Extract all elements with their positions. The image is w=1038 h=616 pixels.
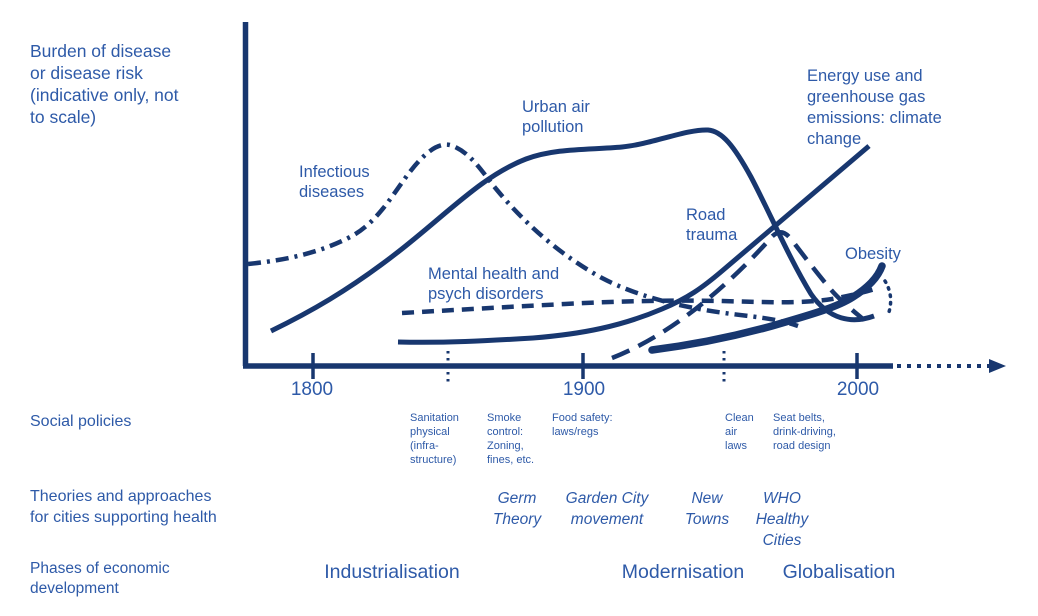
y-axis-label: Burden of disease or disease risk (indic…	[30, 41, 179, 127]
obesity-label: Obesity	[845, 245, 901, 263]
mental-health-label: Mental health and psych disorders	[428, 265, 560, 303]
theory-item-germ-theory: Germ Theory	[492, 490, 542, 528]
obesity-dotted-tail	[883, 279, 893, 314]
policy-item-sanitation: Sanitation physical (infra- structure)	[410, 412, 459, 466]
x-tick-label-1800: 1800	[290, 379, 334, 400]
x-axis-arrowhead-icon	[989, 359, 1006, 373]
policy-item-smoke-control: Smoke control: Zoning, fines, etc.	[487, 412, 535, 466]
theory-item-who-healthy-cities: WHO Healthy Cities	[755, 490, 809, 549]
infectious-diseases-curve	[247, 142, 799, 329]
phases-row-label: Phases of economic development	[30, 560, 170, 597]
theories-row-label: Theories and approaches for cities suppo…	[30, 488, 217, 526]
obesity-curve	[648, 262, 886, 354]
road-trauma-curve	[611, 230, 866, 361]
phase-item-industrialisation: Industrialisation	[324, 561, 460, 583]
phase-item-globalisation: Globalisation	[782, 561, 896, 583]
x-tick-label-2000: 2000	[836, 379, 880, 400]
infectious-diseases-label: Infectious diseases	[299, 163, 370, 201]
social-policies-row-label: Social policies	[30, 413, 132, 430]
road-trauma-label: Road trauma	[686, 206, 738, 244]
urban-air-pollution-label: Urban air pollution	[522, 98, 590, 136]
energy-use-label: Energy use and greenhouse gas emissions:…	[807, 67, 942, 148]
urban-air-pollution-curve	[269, 127, 875, 334]
x-tick-label-1900: 1900	[562, 379, 606, 400]
policy-item-clean-air-laws: Clean air laws	[725, 412, 754, 452]
phase-item-modernisation: Modernisation	[621, 561, 745, 583]
mental-health-curve	[401, 285, 879, 316]
theory-item-garden-city: Garden City movement	[565, 490, 649, 528]
policy-item-food-safety: Food safety: laws/regs	[552, 412, 613, 438]
policy-item-seat-belts: Seat belts, drink-driving, road design	[773, 412, 836, 452]
theory-item-new-towns: New Towns	[684, 490, 730, 528]
energy-use-curve	[397, 144, 871, 345]
